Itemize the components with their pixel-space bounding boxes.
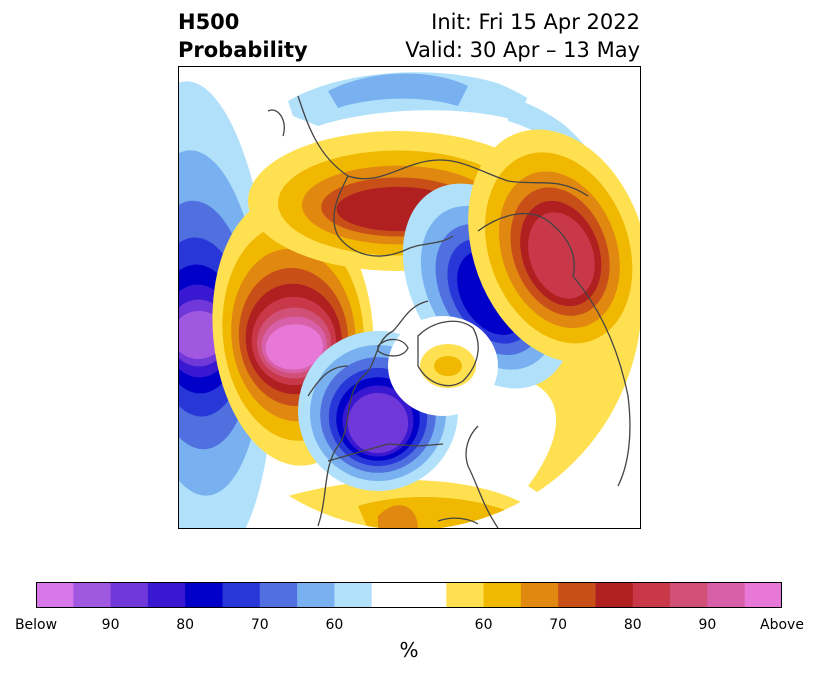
colorbar-cell (446, 582, 485, 608)
us-canada-border (327, 443, 444, 462)
asia-coast (297, 95, 589, 197)
valid-range: Valid: 30 Apr – 13 May (405, 38, 640, 62)
colorbar-cell (147, 582, 186, 608)
colorbar-tick-label: Below (14, 617, 58, 633)
japan-coast (267, 109, 285, 137)
top-blue-core (328, 73, 468, 108)
colorbar-cell (483, 582, 522, 608)
caribbean-coast (437, 517, 479, 525)
pacific-low-contour (178, 310, 225, 360)
africa-coast (572, 275, 631, 487)
europe-coast (477, 213, 575, 277)
colorbar-cell (334, 582, 373, 608)
colorbar-cell (595, 582, 634, 608)
canada-islands (377, 338, 409, 357)
colorbar-cell (36, 582, 74, 608)
colorbar-tick-label: Above (760, 617, 804, 633)
colorbar-cell (371, 582, 410, 608)
northwest-high-contour (265, 324, 324, 370)
colorbar-cell (73, 582, 112, 608)
colorbar-tick-label: 90 (101, 617, 120, 633)
colorbar (36, 582, 782, 608)
colorbar-cell (185, 582, 223, 608)
init-date: Init: Fri 15 Apr 2022 (431, 10, 640, 34)
greenland-coast (417, 320, 479, 387)
russia-arctic-coast (333, 175, 454, 257)
colorbar-tick-label: 70 (549, 617, 568, 633)
greenland-high-core (434, 356, 462, 376)
chart-subtitle: Init: Fri 15 Apr 2022 Valid: 30 Apr – 13… (405, 8, 640, 64)
north-america-coast (317, 300, 429, 527)
colorbar-tick-label: 80 (623, 617, 642, 633)
colorbar-cell (259, 582, 298, 608)
colorbar-cell (707, 582, 746, 608)
alaska-coast (307, 365, 349, 397)
title-line-2: Probability (178, 38, 308, 62)
colorbar-cell (558, 582, 596, 608)
colorbar-cell (744, 582, 782, 608)
asia-high-contour (528, 212, 595, 299)
us-east-coast (465, 425, 499, 529)
colorbar-cell (632, 582, 671, 608)
colorbar-cell (520, 582, 559, 608)
colorbar-cell (297, 582, 335, 608)
colorbar-cell (222, 582, 261, 608)
colorbar-cell (670, 582, 708, 608)
colorbar-tick-label: 60 (474, 617, 493, 633)
colorbar-cell (110, 582, 149, 608)
colorbar-tick-label: 70 (250, 617, 269, 633)
colorbar-cell (409, 582, 447, 608)
colorbar-tick-label: 60 (325, 617, 344, 633)
canada-low-contour (347, 392, 409, 454)
title-line-1: H500 (178, 10, 240, 34)
colorbar-tick-label: 90 (698, 617, 717, 633)
colorbar-units: % (399, 638, 419, 662)
chart-title: H500 Probability (178, 8, 308, 64)
colorbar-tick-label: 80 (176, 617, 195, 633)
probability-map (178, 66, 641, 529)
bottom-orange (378, 505, 418, 529)
